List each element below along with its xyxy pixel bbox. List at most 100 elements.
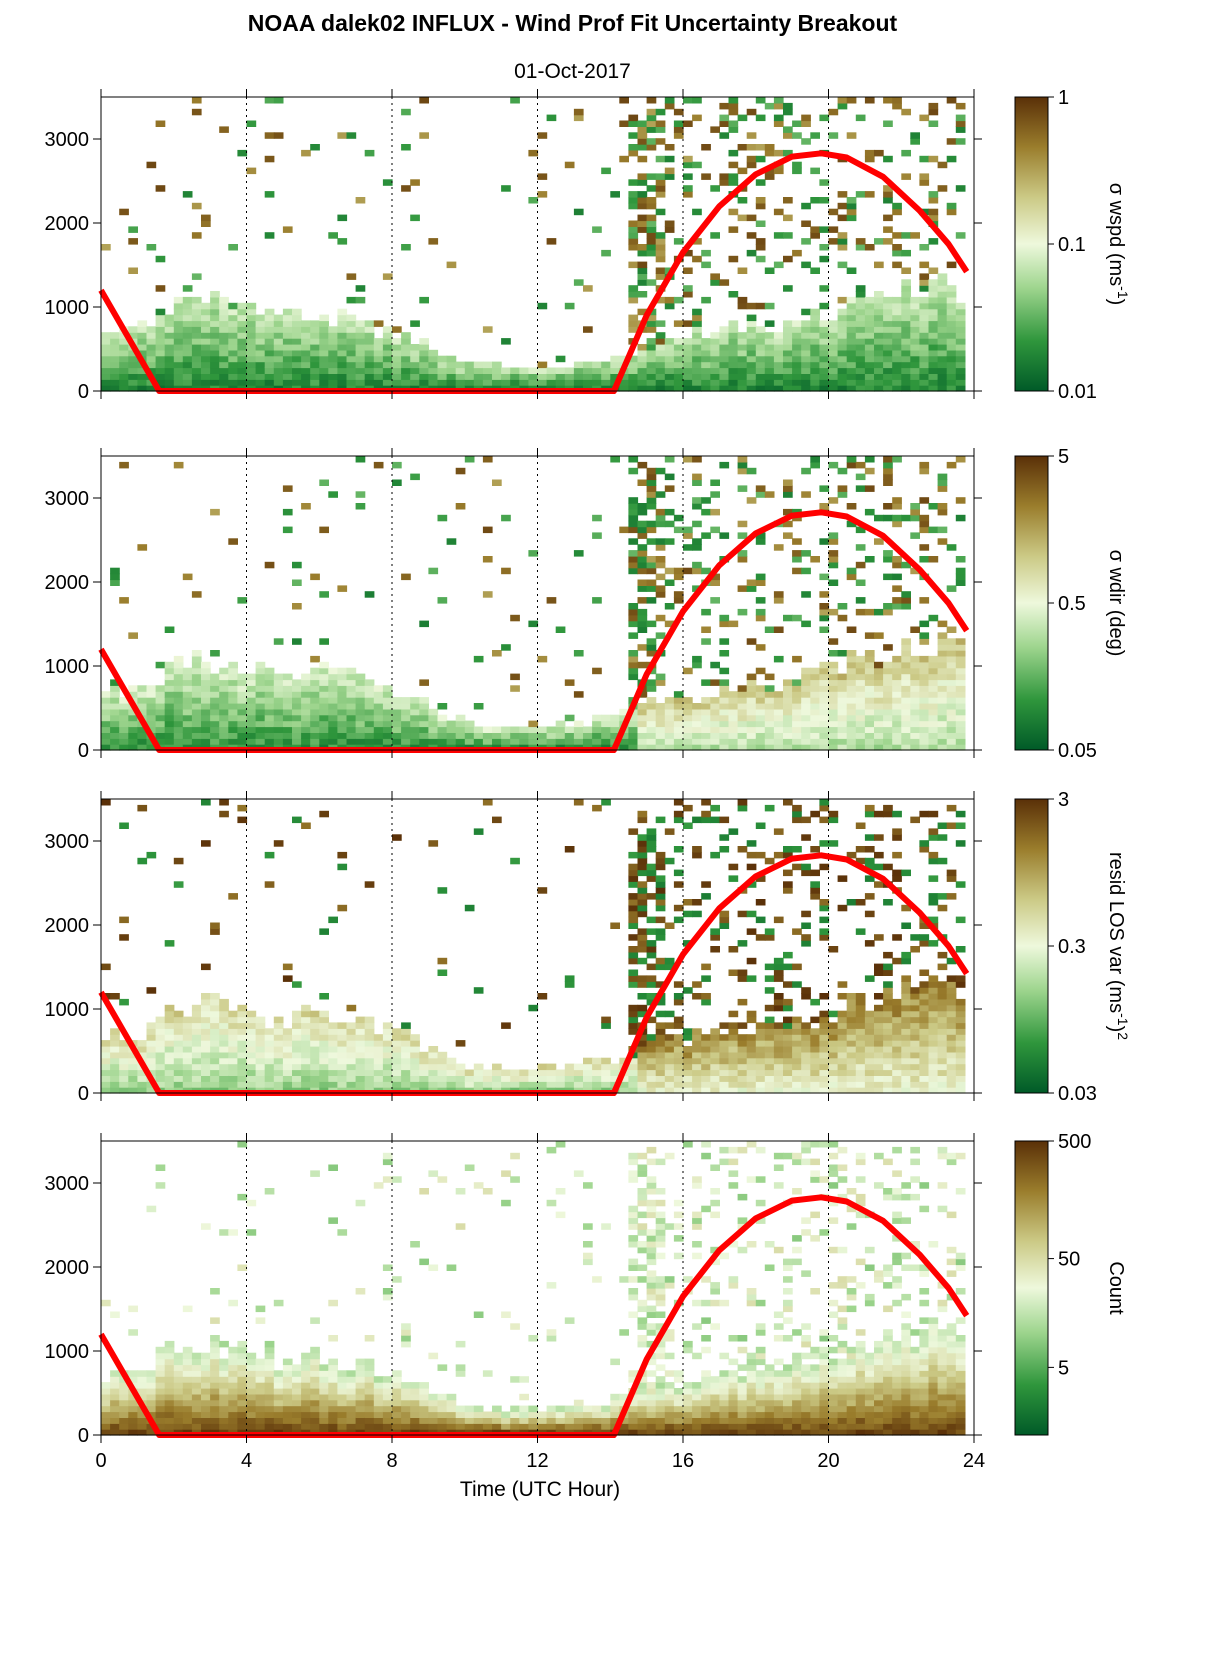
heatmap-cell xyxy=(119,1051,129,1059)
heatmap-cell xyxy=(828,556,839,563)
heatmap-cell xyxy=(910,132,920,139)
heatmap-cell xyxy=(173,461,184,469)
heatmap-cell xyxy=(783,255,793,263)
heatmap-cell xyxy=(419,132,429,139)
heatmap-cell xyxy=(737,302,748,310)
heatmap-cell xyxy=(910,667,920,675)
heatmap-cell xyxy=(492,738,502,745)
heatmap-cell xyxy=(764,975,775,982)
heatmap-cell xyxy=(810,338,820,345)
heatmap-cell xyxy=(101,1417,111,1424)
heatmap-cell xyxy=(946,732,957,739)
heatmap-cell xyxy=(946,326,957,333)
heatmap-cell xyxy=(473,726,484,733)
heatmap-cell xyxy=(628,291,639,298)
heatmap-cell xyxy=(101,385,111,392)
heatmap-cell xyxy=(764,373,775,380)
heatmap-cell xyxy=(428,840,439,847)
heatmap-cell xyxy=(228,332,238,339)
heatmap-cell xyxy=(337,332,348,339)
heatmap-cell xyxy=(837,367,848,374)
heatmap-cell xyxy=(201,1417,211,1424)
heatmap-cell xyxy=(801,120,811,127)
heatmap-cell xyxy=(673,881,684,888)
heatmap-cell xyxy=(173,703,184,710)
heatmap-cell xyxy=(428,238,439,245)
heatmap-cell xyxy=(810,673,820,681)
heatmap-cell xyxy=(764,685,775,692)
heatmap-cell xyxy=(773,544,784,551)
heatmap-cell xyxy=(692,899,702,906)
heatmap-cell xyxy=(955,1022,966,1029)
heatmap-cell xyxy=(255,373,266,380)
heatmap-cell xyxy=(846,650,857,657)
heatmap-cell xyxy=(664,155,675,163)
heatmap-cell xyxy=(719,738,730,745)
heatmap-cell xyxy=(646,679,657,686)
heatmap-cell xyxy=(546,732,557,739)
heatmap-cell xyxy=(410,349,420,357)
heatmap-cell xyxy=(646,834,657,841)
heatmap-cell xyxy=(628,1081,639,1088)
heatmap-cell xyxy=(719,1063,730,1071)
heatmap-cell xyxy=(237,1028,248,1035)
heatmap-cell xyxy=(191,332,202,339)
heatmap-cell xyxy=(328,685,338,692)
heatmap-cell xyxy=(619,708,629,716)
heatmap-cell xyxy=(764,102,775,110)
heatmap-cell xyxy=(564,379,575,386)
heatmap-cell xyxy=(264,1370,275,1377)
heatmap-cell xyxy=(955,385,966,392)
heatmap-cell xyxy=(764,491,775,498)
heatmap-cell xyxy=(537,302,548,310)
heatmap-cell xyxy=(264,561,275,569)
heatmap-cell xyxy=(319,361,329,369)
heatmap-cell xyxy=(173,1358,184,1366)
heatmap-cell xyxy=(701,508,711,516)
heatmap-cell xyxy=(719,714,730,722)
heatmap-cell xyxy=(255,1081,266,1088)
heatmap-cell xyxy=(892,1075,902,1082)
heatmap-cell xyxy=(191,1057,202,1065)
heatmap-cell xyxy=(919,261,930,269)
heatmap-cell xyxy=(655,893,666,900)
heatmap-cell xyxy=(310,697,320,704)
heatmap-cell xyxy=(728,173,739,180)
heatmap-cell xyxy=(137,1075,148,1082)
heatmap-cell xyxy=(783,532,793,539)
heatmap-cell xyxy=(864,655,875,663)
heatmap-cell xyxy=(801,738,811,745)
heatmap-cell xyxy=(801,993,811,1000)
heatmap-cell xyxy=(910,1087,920,1094)
heatmap-cell xyxy=(282,361,293,369)
heatmap-cell xyxy=(210,1057,220,1065)
heatmap-cell xyxy=(237,732,248,739)
heatmap-cell xyxy=(210,1393,220,1401)
heatmap-cell xyxy=(701,144,711,151)
heatmap-cell xyxy=(401,720,411,728)
heatmap-cell xyxy=(155,1388,166,1395)
heatmap-cell xyxy=(237,726,248,733)
heatmap-cell xyxy=(764,1004,775,1012)
heatmap-cell xyxy=(737,1051,748,1059)
heatmap-cell xyxy=(846,1087,857,1094)
heatmap-cell xyxy=(364,708,375,716)
heatmap-cell xyxy=(728,732,739,739)
heatmap-cell xyxy=(373,1051,384,1059)
heatmap-cell xyxy=(683,526,693,534)
heatmap-cell xyxy=(673,591,684,598)
heatmap-cell xyxy=(710,661,720,669)
heatmap-cell xyxy=(874,726,884,733)
heatmap-cell xyxy=(146,1069,157,1076)
heatmap-cell xyxy=(737,461,748,469)
heatmap-cell xyxy=(819,591,830,598)
heatmap-cell xyxy=(655,1081,666,1088)
heatmap-cell xyxy=(201,1004,211,1012)
heatmap-cell xyxy=(337,685,348,692)
heatmap-cell xyxy=(246,1411,257,1418)
heatmap-cell xyxy=(537,191,548,198)
heatmap-cell xyxy=(737,214,748,222)
heatmap-cell xyxy=(164,373,175,380)
heatmap-cell xyxy=(264,191,275,198)
heatmap-cell xyxy=(292,1016,302,1024)
